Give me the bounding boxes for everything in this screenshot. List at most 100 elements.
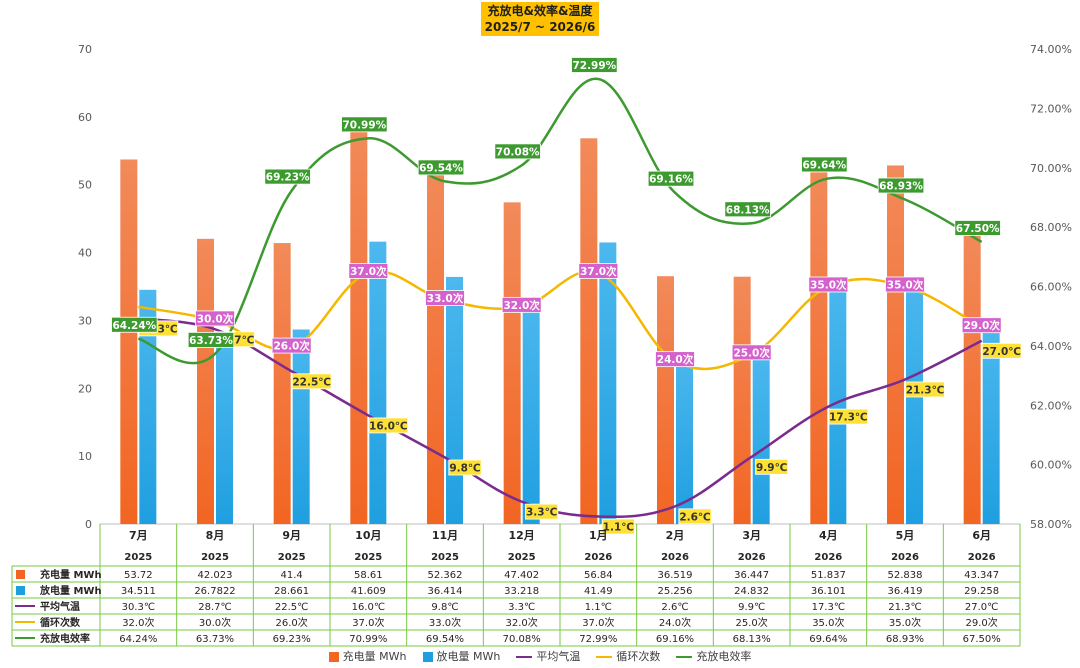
legend-label: 循环次数	[616, 650, 661, 663]
y-right-tick-label: 66.00%	[1030, 281, 1072, 294]
x-tick-label: 11月	[432, 529, 458, 542]
legend-item-charge: 充电量 MWh	[328, 648, 407, 664]
table-cell: 51.837	[811, 570, 846, 581]
bar-discharge	[752, 355, 770, 524]
data-label-cycles-bg	[885, 276, 925, 293]
data-label-temp-bg	[601, 518, 635, 535]
y-right-tick-label: 62.00%	[1030, 399, 1072, 412]
x-tick-label: 12月	[509, 529, 535, 542]
table-cell: 28.7℃	[198, 602, 232, 613]
data-label-cycles: 32.0次	[503, 299, 540, 312]
y-left-tick-label: 20	[78, 382, 92, 395]
data-label-cycles: 26.0次	[273, 340, 310, 353]
table-cell: 29.0次	[966, 616, 998, 629]
data-label-cycles: 37.0次	[580, 265, 617, 278]
bar-charge	[197, 238, 214, 524]
data-label-temp-bg	[525, 503, 559, 520]
bar-charge	[120, 159, 138, 524]
x-year-label: 2025	[278, 552, 306, 563]
legend-swatch	[596, 656, 613, 658]
series-line-temp	[138, 317, 983, 519]
data-label-temp-bg	[981, 342, 1022, 359]
legend-swatch	[516, 656, 533, 658]
data-label-temp: 9.9℃	[756, 462, 787, 474]
y-left-tick-label: 50	[78, 179, 92, 192]
x-year-label: 2025	[354, 552, 382, 563]
table-row-header: 循环次数	[40, 616, 81, 629]
data-label-temp: 3.3℃	[526, 507, 557, 519]
bar-discharge	[446, 276, 463, 524]
data-label-cycles-bg	[425, 290, 465, 306]
table-cell: 32.0次	[506, 616, 538, 629]
legend-swatch	[328, 652, 339, 662]
bar-charge	[810, 172, 828, 524]
data-label-cycles-bg	[961, 317, 1002, 334]
legend-label: 充电量 MWh	[342, 650, 407, 663]
table-cell: 63.73%	[196, 634, 234, 645]
x-year-label: 2026	[968, 552, 996, 563]
bar-discharge	[369, 241, 387, 525]
x-tick-label: 7月	[129, 529, 148, 542]
table-row-header: 充电量 MWh	[40, 568, 102, 581]
data-label-efficiency-bg	[494, 143, 541, 160]
x-year-label: 2026	[738, 552, 766, 563]
table-cell: 56.84	[584, 570, 613, 581]
series-line-efficiency	[137, 77, 983, 365]
x-year-label: 2026	[584, 552, 612, 563]
table-cell: 53.72	[124, 570, 153, 581]
table-cell: 34.511	[121, 586, 156, 597]
data-label-efficiency: 68.13%	[726, 204, 770, 216]
data-label-cycles: 33.0次	[427, 292, 464, 305]
bar-charge	[580, 138, 598, 525]
data-label-cycles: 37.0次	[350, 265, 387, 278]
table-cell: 69.23%	[273, 634, 311, 645]
bar-charge	[657, 276, 674, 524]
data-label-temp: 17.3℃	[829, 412, 868, 424]
bar-discharge	[522, 298, 540, 524]
data-label-efficiency-bg	[801, 156, 848, 173]
table-cell: 37.0次	[582, 616, 614, 629]
bar-charge	[350, 126, 368, 525]
table-cell: 70.99%	[349, 634, 387, 645]
x-tick-label: 9月	[282, 529, 301, 542]
data-label-cycles: 25.0次	[733, 346, 770, 359]
x-year-label: 2025	[431, 552, 459, 563]
table-cell: 17.3℃	[812, 602, 846, 613]
table-cell: 72.99%	[579, 634, 617, 645]
y-right-tick-label: 72.00%	[1030, 102, 1072, 115]
table-cell: 16.0℃	[352, 602, 386, 613]
bar-charge	[887, 165, 904, 524]
table-cell: 36.447	[734, 570, 769, 581]
data-label-efficiency: 63.73%	[189, 335, 233, 347]
data-label-temp-bg	[828, 408, 869, 425]
data-label-temp-bg	[291, 373, 332, 390]
x-tick-label: 2月	[666, 529, 685, 542]
table-cell: 26.0次	[276, 616, 308, 629]
table-cell: 33.0次	[429, 616, 461, 629]
y-left-tick-label: 0	[85, 518, 92, 531]
data-label-efficiency: 69.16%	[649, 174, 693, 186]
x-tick-label: 10月	[355, 529, 381, 542]
data-label-cycles: 29.0次	[963, 319, 1000, 332]
data-label-temp-bg	[755, 458, 789, 475]
bar-discharge	[139, 289, 157, 524]
legend-label: 放电量 MWh	[436, 650, 501, 663]
data-label-efficiency: 72.99%	[572, 60, 616, 72]
table-cell: 43.347	[964, 570, 999, 581]
table-cell: 24.0次	[659, 616, 691, 629]
table-cell: 42.023	[198, 570, 233, 581]
y-right-tick-label: 70.00%	[1030, 162, 1072, 175]
bar-discharge	[292, 329, 310, 524]
table-cell: 30.3℃	[122, 602, 156, 613]
table-cell: 2.6℃	[661, 602, 688, 613]
y-right-tick-label: 64.00%	[1030, 340, 1072, 353]
data-label-cycles-bg	[655, 351, 695, 368]
chart-title-line2: 2025/7 ~ 2026/6	[484, 20, 596, 34]
table-cell: 36.414	[428, 586, 463, 597]
table-cell: 68.13%	[733, 634, 771, 645]
table-cell: 69.16%	[656, 634, 694, 645]
x-year-label: 2025	[508, 552, 536, 563]
table-cell: 70.08%	[503, 634, 541, 645]
table-cell: 9.8℃	[431, 602, 458, 613]
